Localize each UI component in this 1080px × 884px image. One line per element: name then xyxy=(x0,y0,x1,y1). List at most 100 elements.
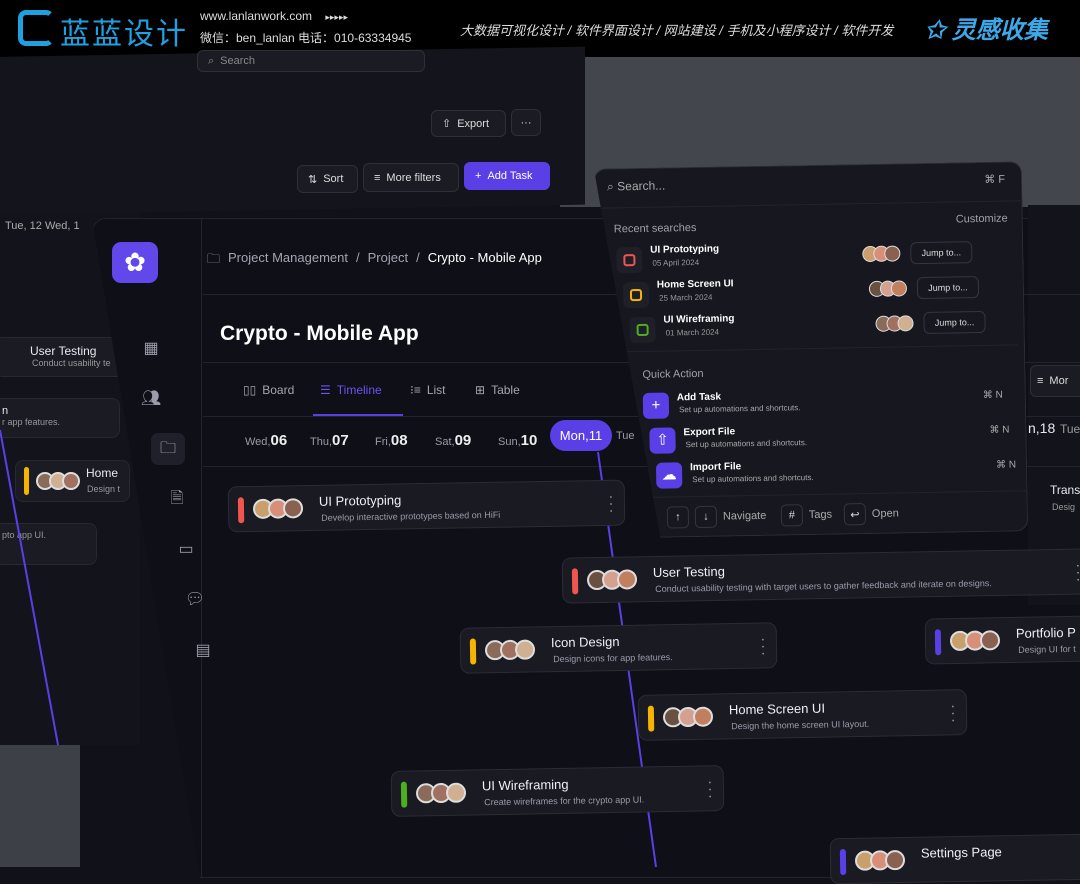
url-text: www.lanlanwork.com xyxy=(200,9,313,23)
divider xyxy=(618,344,1018,352)
recent-label: Recent searches xyxy=(613,221,697,236)
task-desc: Design icons for app features. xyxy=(553,652,673,665)
tab-timeline[interactable]: ☰ Timeline xyxy=(320,383,382,397)
plus-icon: + xyxy=(643,392,669,418)
tab-label: Timeline xyxy=(336,383,382,397)
kebab-menu-icon[interactable]: · · · xyxy=(1075,556,1080,587)
tab-table[interactable]: ⊞ Table xyxy=(475,383,520,397)
more-filters-button[interactable]: ≡ More filters xyxy=(363,163,459,192)
task-card[interactable]: Home Design t xyxy=(15,460,130,502)
task-card[interactable]: Portfolio P Design UI for t xyxy=(924,615,1080,665)
navigate-label: Navigate xyxy=(722,509,767,523)
breadcrumb-item[interactable]: Project Management xyxy=(228,250,348,265)
users-icon[interactable]: 👥︎ xyxy=(140,390,162,407)
footer-navigate: ↑ ↓ Navigate xyxy=(667,505,767,529)
jump-to-button[interactable]: Jump to... xyxy=(923,311,985,334)
task-card[interactable]: User Testing Conduct usability testing wi… xyxy=(561,548,1080,604)
chat-icon[interactable]: 💬︎ xyxy=(184,591,206,608)
kebab-menu-icon[interactable]: · · · xyxy=(608,487,614,518)
kebab-menu-icon[interactable]: · · · xyxy=(760,630,766,661)
add-task-button[interactable]: + Add Task xyxy=(464,162,550,190)
tab-board[interactable]: ▯▯ Board xyxy=(243,383,294,397)
search-input[interactable]: ⌕ Search xyxy=(197,50,425,72)
kebab-menu-icon[interactable]: · · · xyxy=(950,697,956,728)
tab-label: Board xyxy=(262,383,295,397)
task-title: Icon Design xyxy=(550,633,620,651)
active-tab-indicator xyxy=(313,414,403,416)
task-card[interactable]: User Testing Conduct usability te xyxy=(0,337,125,377)
date-sun[interactable]: Sun,10 xyxy=(498,432,537,449)
grid-icon[interactable]: ▦ xyxy=(143,340,159,357)
date-wed[interactable]: Wed,06 xyxy=(245,432,287,449)
day: Thu, xyxy=(310,436,333,448)
assignee-avatars xyxy=(662,706,714,728)
date-tue[interactable]: Tue xyxy=(616,430,635,442)
kebab-menu-icon[interactable]: · · · xyxy=(707,773,713,804)
action-desc: Set up automations and shortcuts. xyxy=(692,472,814,485)
task-title: User Testing xyxy=(30,344,97,358)
task-desc: Design UI for t xyxy=(1018,643,1076,655)
avatar xyxy=(445,782,467,803)
breadcrumb-current: Crypto - Mobile App xyxy=(427,250,542,265)
recent-date: 05 April 2024 xyxy=(652,257,700,268)
task-card[interactable]: pto app UI. xyxy=(0,523,97,565)
sidebar-active-bg xyxy=(151,433,185,465)
jump-to-button[interactable]: Jump to... xyxy=(917,276,979,299)
quick-action-label: Quick Action xyxy=(642,367,704,381)
task-card[interactable]: UI Prototyping Develop interactive protot… xyxy=(227,479,626,533)
flower-logo-icon[interactable]: ✿ xyxy=(112,242,158,283)
recent-search-item[interactable]: Home Screen UI 25 March 2024 Jump to... xyxy=(623,274,983,310)
search-placeholder: Search... xyxy=(617,178,666,194)
day: Mon, xyxy=(559,428,589,443)
upload-icon: ⇧ xyxy=(649,427,675,453)
tab-list[interactable]: ⁝≡ List xyxy=(410,383,446,397)
list-icon: ⁝≡ xyxy=(410,383,421,397)
customize-link[interactable]: Customize xyxy=(955,212,1008,226)
quick-action-import-file[interactable]: ☁ Import File Set up automations and short… xyxy=(656,456,1016,492)
wallet-icon[interactable]: ▭ xyxy=(178,541,194,558)
banner-url: www.lanlanwork.com ▸▸▸▸▸ xyxy=(200,9,348,23)
quick-action-add-task[interactable]: + Add Task Set up automations and shortcut… xyxy=(643,387,1003,423)
timeline-icon: ☰ xyxy=(320,383,331,397)
date-sat[interactable]: Sat,09 xyxy=(435,432,471,449)
jump-to-button[interactable]: Jump to... xyxy=(910,241,972,264)
folder-icon: 🗀 xyxy=(207,251,221,266)
quick-action-export-file[interactable]: ⇧ Export File Set up automations and short… xyxy=(649,422,1009,458)
priority-bar xyxy=(237,497,245,524)
board-icon: ▯▯ xyxy=(243,383,257,397)
breadcrumb-item[interactable]: Project xyxy=(367,250,409,265)
folder-icon[interactable]: 🗀 xyxy=(159,440,176,457)
recent-search-item[interactable]: UI Wireframing 01 March 2024 Jump to... xyxy=(629,309,989,345)
date-thu[interactable]: Thu,07 xyxy=(310,432,349,449)
avatar xyxy=(884,245,900,261)
task-card[interactable]: UI Wireframing Create wireframes for the … xyxy=(390,765,725,817)
palette-search-input[interactable]: ⌕ Search... xyxy=(607,179,665,195)
task-card[interactable]: Icon Design Design icons for app features… xyxy=(459,622,778,674)
arrows: ▸▸▸▸▸ xyxy=(325,12,348,22)
export-button[interactable]: ⇧ Export xyxy=(431,110,506,137)
back-panel-right xyxy=(1028,205,1080,605)
task-title: n xyxy=(2,405,9,417)
task-title: User Testing xyxy=(652,563,726,581)
action-desc: Set up automations and shortcuts. xyxy=(685,438,808,450)
recent-name: Home Screen UI xyxy=(656,278,734,291)
avatar xyxy=(282,498,304,519)
more-options-button[interactable]: ··· xyxy=(511,109,541,136)
more-filters-button[interactable]: ≡ Mor xyxy=(1030,365,1080,397)
search-shortcut: ⌘ F xyxy=(984,173,1006,186)
lanlan-logo-icon xyxy=(18,10,54,46)
archive-icon[interactable]: ▤ xyxy=(195,642,211,659)
task-card[interactable]: Home Screen UI Design the home screen UI … xyxy=(637,689,968,741)
date-fri[interactable]: Fri,08 xyxy=(375,432,408,449)
action-name: Export File xyxy=(683,426,736,439)
recent-search-item[interactable]: UI Prototyping 05 April 2024 Jump to... xyxy=(616,239,976,275)
date-mon-active[interactable]: Mon, 11 xyxy=(550,420,612,451)
action-shortcut: ⌘ N xyxy=(989,424,1010,436)
assignee-avatars xyxy=(484,639,536,661)
sort-button[interactable]: ⇅ Sort xyxy=(297,165,358,193)
document-icon[interactable]: 🗎 xyxy=(170,490,184,507)
task-color-icon xyxy=(629,317,655,343)
day-num: 10 xyxy=(520,432,538,449)
task-card[interactable]: Settings Page xyxy=(829,833,1080,884)
